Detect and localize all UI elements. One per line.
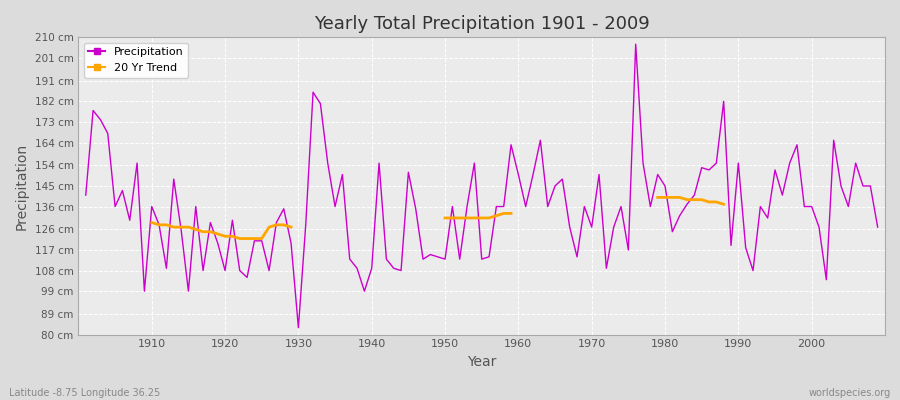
X-axis label: Year: Year xyxy=(467,355,497,369)
Text: worldspecies.org: worldspecies.org xyxy=(809,388,891,398)
Title: Yearly Total Precipitation 1901 - 2009: Yearly Total Precipitation 1901 - 2009 xyxy=(314,15,650,33)
Legend: Precipitation, 20 Yr Trend: Precipitation, 20 Yr Trend xyxy=(84,43,188,78)
Y-axis label: Precipitation: Precipitation xyxy=(15,142,29,230)
Text: Latitude -8.75 Longitude 36.25: Latitude -8.75 Longitude 36.25 xyxy=(9,388,160,398)
